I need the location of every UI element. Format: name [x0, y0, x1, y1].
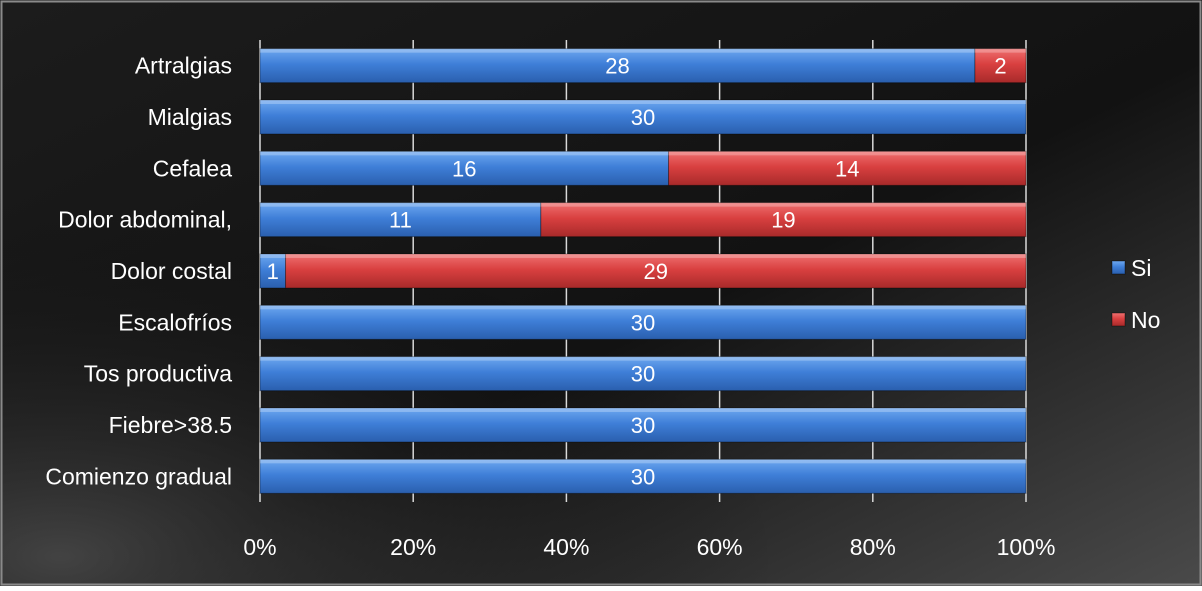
data-label: 30: [631, 362, 655, 387]
bar-segment-no: [668, 150, 1027, 186]
bar-segment-si: [259, 202, 542, 238]
category-label: Tos productiva: [84, 361, 233, 387]
bar-bevel: [260, 202, 541, 207]
data-label: 30: [631, 464, 655, 489]
data-label: 14: [835, 156, 859, 181]
bar-bevel: [260, 100, 1026, 104]
bar-segment-si: [259, 150, 670, 186]
x-axis-tick-labels: 0% 20% 40% 60% 80% 100%: [243, 534, 1055, 560]
x-tick-label: 40%: [543, 534, 589, 560]
bar-bevel: [260, 459, 1026, 464]
bar-bevel: [974, 48, 1026, 53]
bar-bevel: [260, 48, 975, 53]
bar-segment-no: [285, 253, 1027, 289]
data-label: 28: [605, 54, 629, 79]
category-label: Dolor costal: [111, 258, 232, 284]
data-label: 2: [994, 54, 1006, 79]
bar-segment-si: [259, 99, 1027, 135]
data-label: 29: [644, 259, 668, 284]
bar-bevel: [260, 151, 669, 156]
bar-bevel: [285, 254, 1026, 258]
x-tick-label: 20%: [390, 534, 436, 560]
data-label: 19: [771, 208, 795, 233]
x-tick-label: 0%: [243, 534, 276, 560]
bar-bevel: [260, 254, 286, 258]
data-labels: 28 2 30 16 14 11 19 1 29 30 30 30 30: [267, 54, 1007, 490]
category-label: Fiebre>38.5: [109, 412, 232, 438]
legend: Si No: [1111, 255, 1160, 333]
x-tick-label: 60%: [697, 534, 743, 560]
bar-segment-no: [540, 202, 1027, 238]
bar-segment-si: [259, 407, 1027, 443]
bar-segment-no: [974, 48, 1027, 84]
bar-bevel: [540, 202, 1026, 207]
category-labels: Artralgias Mialgias Cefalea Dolor abdominal…: [45, 53, 232, 490]
bar-bevel: [668, 151, 1026, 156]
category-label: Dolor abdominal,: [58, 207, 232, 233]
data-label: 1: [267, 259, 279, 284]
data-label: 30: [631, 413, 655, 438]
category-label: Escalofríos: [118, 309, 232, 335]
data-label: 16: [452, 156, 476, 181]
category-label: Cefalea: [153, 155, 232, 181]
category-label: Artralgias: [135, 53, 232, 79]
data-label: 11: [389, 208, 412, 233]
legend-label: Si: [1131, 255, 1151, 281]
bars: [259, 48, 1027, 494]
bar-segment-si: [259, 458, 1027, 494]
data-label: 30: [631, 310, 655, 335]
legend-label: No: [1131, 307, 1160, 333]
legend-swatch-no: [1111, 312, 1126, 327]
category-label: Comienzo gradual: [45, 463, 232, 489]
data-label: 30: [631, 105, 655, 130]
bar-bevel: [260, 408, 1026, 412]
bar-segment-si: [259, 304, 1027, 340]
category-label: Mialgias: [148, 104, 232, 130]
bar-segment-si: [259, 253, 287, 289]
bar-bevel: [260, 356, 1026, 361]
x-tick-label: 80%: [850, 534, 896, 560]
bar-segment-si: [259, 356, 1027, 392]
legend-swatch-si: [1111, 260, 1126, 275]
bar-bevel: [260, 305, 1026, 310]
x-tick-label: 100%: [997, 534, 1056, 560]
